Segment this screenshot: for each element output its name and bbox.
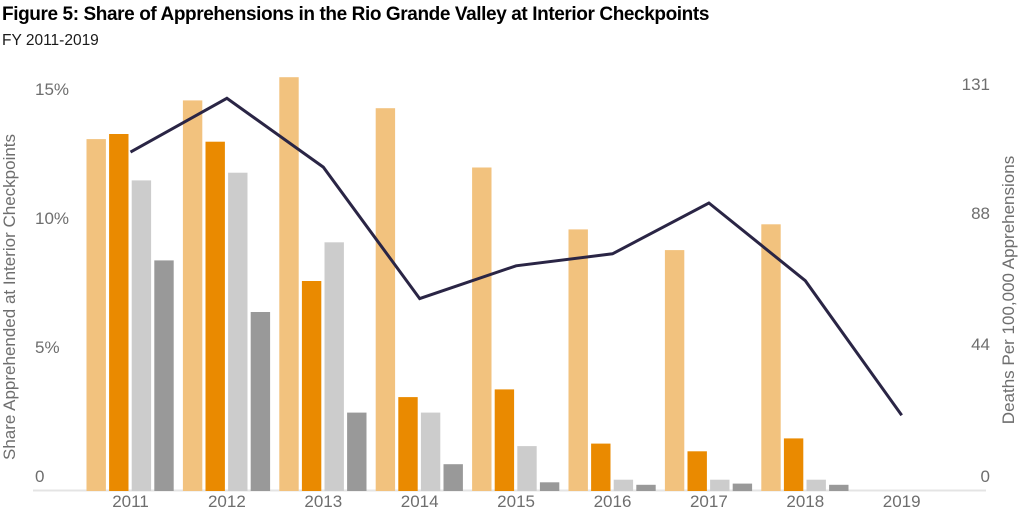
x-axis-tick-2015: 2015 — [497, 492, 535, 511]
bar-2015-series4 — [539, 482, 560, 491]
bar-2017-series4 — [732, 483, 753, 492]
x-axis-tick-2014: 2014 — [400, 492, 439, 511]
x-axis-tick-2017: 2017 — [689, 492, 728, 511]
x-axis-tick-2016: 2016 — [593, 492, 632, 511]
bar-2017-series2 — [687, 451, 707, 491]
right-axis-tick-131: 131 — [961, 75, 990, 95]
bar-2018-series4 — [829, 484, 849, 491]
bar-2015-series3 — [517, 446, 537, 491]
bar-2018-series3 — [806, 479, 826, 491]
left-axis-tick-0: 0 — [35, 467, 45, 486]
bar-2013-series4 — [347, 412, 367, 491]
left-axis-tick-15%: 15% — [35, 80, 70, 99]
bar-2014-series4 — [443, 464, 463, 491]
x-axis-tick-2013: 2013 — [304, 492, 343, 511]
bar-2011-series1 — [86, 139, 106, 491]
figure-subtitle: FY 2011-2019 — [2, 32, 99, 49]
bar-2018-series1 — [761, 224, 781, 492]
bar-2012-series3 — [228, 172, 248, 491]
bar-2014-series3 — [420, 412, 441, 491]
bar-2011-series2 — [109, 134, 129, 491]
bar-2015-series2 — [494, 389, 515, 491]
bar-2015-series1 — [472, 167, 492, 491]
x-axis-tick-2018: 2018 — [786, 492, 825, 511]
bar-2013-series3 — [324, 242, 344, 491]
x-axis-tick-2019: 2019 — [882, 492, 921, 511]
left-axis-tick-5%: 5% — [35, 338, 60, 357]
bar-2012-series2 — [205, 141, 225, 491]
bar-2012-series4 — [250, 312, 271, 491]
bar-2013-series2 — [301, 281, 322, 491]
right-axis-tick-0: 0 — [980, 467, 990, 486]
bar-2011-series4 — [154, 260, 174, 491]
bar-2018-series2 — [783, 438, 804, 491]
bar-2017-series3 — [710, 479, 730, 491]
deaths-per-100k-line — [129, 96, 903, 417]
right-axis-tick-88: 88 — [971, 203, 990, 223]
right-axis-tick-44: 44 — [971, 335, 990, 355]
bar-2016-series1 — [568, 229, 588, 491]
x-axis-tick-2012: 2012 — [207, 492, 246, 511]
bar-2016-series4 — [636, 484, 656, 491]
bar-2016-series2 — [591, 443, 611, 491]
left-axis-tick-10%: 10% — [35, 209, 70, 228]
figure-title: Figure 5: Share of Apprehensions in the … — [2, 4, 709, 25]
bar-2011-series3 — [131, 180, 152, 491]
bar-2017-series1 — [664, 250, 685, 491]
bar-2013-series1 — [279, 77, 299, 491]
bar-2012-series1 — [182, 100, 203, 492]
bar-2014-series1 — [375, 108, 396, 491]
x-axis-tick-2011: 2011 — [112, 492, 149, 511]
bar-2014-series2 — [398, 397, 418, 491]
bar-2016-series3 — [613, 479, 634, 491]
